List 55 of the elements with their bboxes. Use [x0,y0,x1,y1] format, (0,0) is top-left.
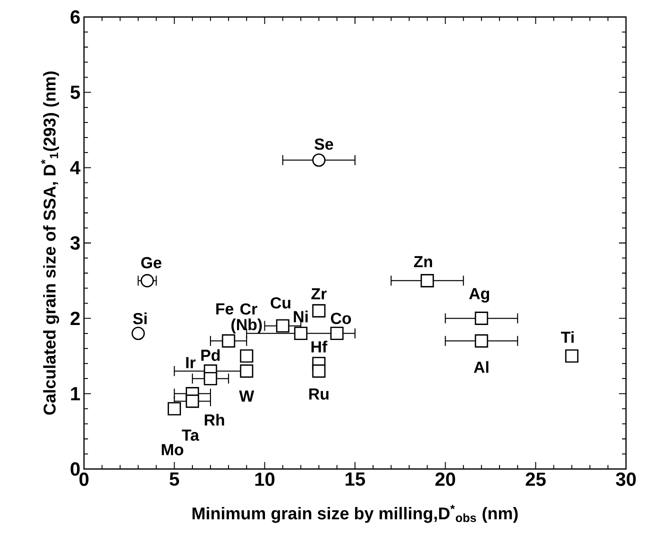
y-axis-title: Calculated grain size of SSA, D$^{*}$$_{1}$(293) (nm) [41,71,60,415]
annotation: Zn [414,256,432,268]
point [312,304,326,318]
x-tick-label: 10 [255,472,274,486]
annotation: Ag [469,288,490,303]
annotation: Al [474,361,488,373]
point [312,153,326,167]
y-tick-label: 2 [70,312,80,325]
x-tick-label: 15 [346,472,366,486]
annotation: Ni [294,310,308,322]
annotation: Ru [309,388,328,400]
point [474,312,488,325]
x-tick-label: 25 [526,472,546,486]
y-tick-label: 5 [70,86,80,99]
annotation: Zr [311,288,327,300]
x-axis-title: Minimum grain size by milling,D$^{*}$$_{obs}$ (nm) [192,504,518,523]
point [240,364,254,378]
point [312,364,326,378]
annotation: Hf [312,340,328,352]
y-tick-label: 1 [71,387,80,400]
annotation: W [239,390,254,402]
point [474,334,488,348]
annotation: Rh [204,414,224,426]
point [222,334,236,348]
point [240,349,254,363]
annotation: Fe [216,303,234,315]
point [276,319,290,333]
annotation: Pd [201,349,220,361]
point [168,402,181,416]
annotation: Se [314,138,334,150]
point [565,349,578,363]
y-tick-label: 4 [70,161,80,174]
annotation: Ir [186,357,196,368]
annotation: Cr [240,303,258,315]
annotation: Ti [561,331,574,343]
point [330,326,344,340]
point [204,372,218,386]
annotation: Mo [162,444,184,456]
point [294,326,308,340]
annotation: Ta [182,430,200,441]
x-tick-label: 20 [435,472,456,486]
point [420,274,434,288]
annotation: Cu [270,297,290,309]
annotation: Si [133,312,147,324]
y-tick-label: 0 [70,462,80,476]
y-tick-label: 6 [70,10,80,24]
x-tick-label: 30 [616,472,636,486]
annotation: Ge [141,257,162,268]
y-tick-label: 3 [70,236,80,250]
annotation: (Nb) [231,318,262,334]
point [132,326,145,340]
x-tick-label: 5 [170,472,180,486]
annotation: Co [330,312,351,324]
point [140,274,154,288]
point [186,394,200,408]
